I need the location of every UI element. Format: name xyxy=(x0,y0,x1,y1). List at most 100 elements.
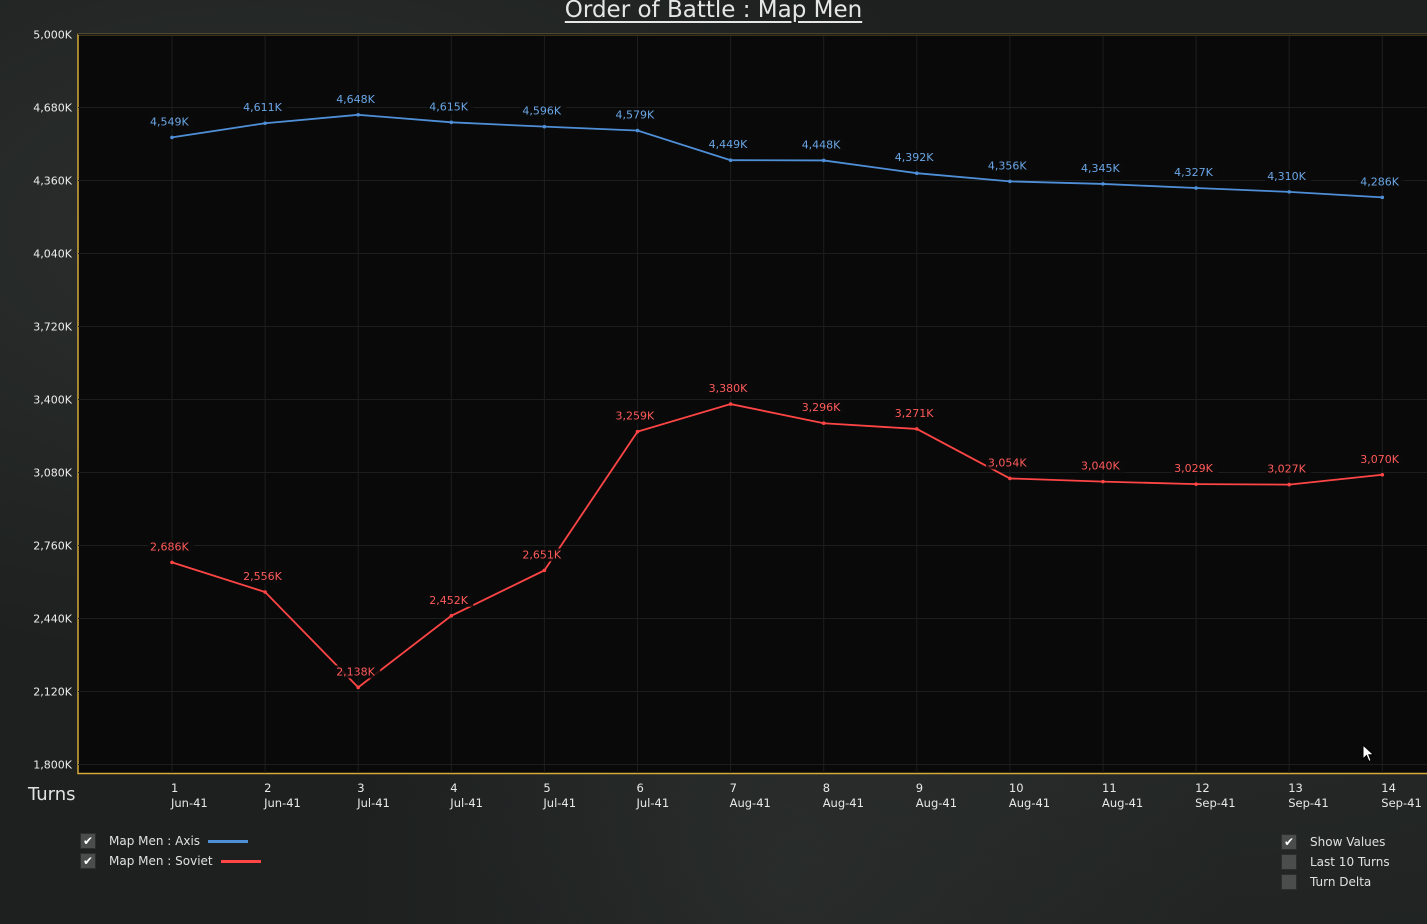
x-tick-date: Aug-41 xyxy=(1102,796,1143,810)
option-show-values[interactable]: ✔ Show Values xyxy=(1281,832,1385,852)
data-label: 4,448K xyxy=(802,138,841,151)
y-tick-label: 3,080K xyxy=(33,467,72,480)
data-point xyxy=(821,158,826,163)
x-tick-date: Aug-41 xyxy=(823,796,864,810)
data-labels: 4,549K 4,611K 4,648K 4,615K 4,596K 4,579K 4,44… xyxy=(148,92,1405,679)
data-label: 4,356K xyxy=(988,159,1027,172)
data-point xyxy=(1380,472,1385,477)
data-point xyxy=(170,135,174,140)
data-label-bg xyxy=(613,409,660,423)
data-label: 4,648K xyxy=(336,93,375,106)
option-last-10-turns[interactable]: Last 10 Turns xyxy=(1281,852,1390,872)
data-label-bg xyxy=(241,101,288,115)
x-tick-turn: 12 xyxy=(1195,781,1210,795)
data-label: 2,452K xyxy=(429,594,468,607)
data-label-bg xyxy=(706,138,753,152)
data-point xyxy=(542,568,547,573)
legend-item-soviet[interactable]: ✔ Map Men : Soviet xyxy=(80,851,261,871)
x-tick-turn: 8 xyxy=(823,781,830,795)
y-tick-label: 2,120K xyxy=(33,686,72,699)
data-label: 2,651K xyxy=(522,548,561,561)
x-tick-date: Aug-41 xyxy=(730,796,771,810)
x-tick-turn: 7 xyxy=(730,781,737,795)
last-10-turns-checkbox[interactable] xyxy=(1281,854,1297,870)
x-tick-date: Aug-41 xyxy=(1009,796,1050,810)
data-label-bg xyxy=(706,382,753,396)
data-point xyxy=(1101,182,1105,186)
data-label: 4,449K xyxy=(709,138,748,151)
data-point xyxy=(356,113,361,117)
data-point xyxy=(542,124,547,129)
legend-soviet-label: Map Men : Soviet xyxy=(109,854,213,868)
data-point xyxy=(915,171,919,175)
data-label-bg xyxy=(1172,462,1219,476)
data-label: 4,596K xyxy=(522,105,561,118)
x-tick-date: Jul-41 xyxy=(542,796,576,810)
option-turn-delta[interactable]: Turn Delta xyxy=(1281,872,1371,892)
data-point xyxy=(263,590,267,594)
turn-delta-checkbox[interactable] xyxy=(1281,874,1297,890)
check-icon: ✔ xyxy=(1283,835,1295,849)
data-point xyxy=(915,427,919,431)
x-tick-date: Aug-41 xyxy=(916,796,957,810)
legend-soviet-swatch xyxy=(220,859,261,863)
data-label-bg xyxy=(892,151,939,165)
data-label: 4,392K xyxy=(895,151,934,164)
data-point xyxy=(1008,476,1012,481)
check-icon: ✔ xyxy=(82,854,94,868)
x-tick-turn: 13 xyxy=(1288,781,1303,795)
data-label-bg xyxy=(334,665,381,679)
y-tick-label: 4,040K xyxy=(33,248,72,261)
data-label-bg xyxy=(985,456,1032,470)
x-tick-turn: 4 xyxy=(450,781,457,795)
x-tick-turn: 3 xyxy=(357,781,364,795)
data-label: 3,380K xyxy=(709,382,748,395)
data-label-bg xyxy=(1079,161,1125,175)
legend-soviet-checkbox[interactable]: ✔ xyxy=(80,853,96,869)
x-tick-turn: 10 xyxy=(1009,781,1024,795)
data-label: 4,549K xyxy=(150,115,189,128)
chart-title: Order of Battle : Map Men xyxy=(564,0,863,23)
data-point xyxy=(635,429,640,434)
data-label-bg xyxy=(1265,462,1312,476)
x-tick-date: Jun-41 xyxy=(263,796,301,810)
turn-delta-label: Turn Delta xyxy=(1310,875,1372,889)
data-point xyxy=(449,120,454,125)
y-tick-label: 4,680K xyxy=(33,102,72,115)
data-label: 3,054K xyxy=(988,456,1027,469)
legend-axis-checkbox[interactable]: ✔ xyxy=(80,833,96,849)
data-label-bg xyxy=(1358,175,1405,189)
data-point xyxy=(263,121,267,126)
data-label-bg xyxy=(148,540,194,554)
data-label-bg xyxy=(334,92,381,106)
x-tick-date: Sep-41 xyxy=(1195,796,1235,810)
data-label: 3,271K xyxy=(895,407,934,420)
data-point xyxy=(1287,482,1291,487)
data-label-bg xyxy=(799,138,846,152)
y-tick-label: 3,720K xyxy=(33,321,72,334)
check-icon: ✔ xyxy=(82,834,94,848)
x-tick-turn: 11 xyxy=(1102,781,1117,795)
show-values-checkbox[interactable]: ✔ xyxy=(1281,834,1297,850)
data-point xyxy=(1380,195,1385,200)
data-label-bg xyxy=(427,100,474,114)
data-label-bg xyxy=(892,406,939,420)
y-tick-label: 3,400K xyxy=(33,394,72,407)
data-point xyxy=(1287,190,1291,194)
data-label: 4,579K xyxy=(616,109,655,122)
data-label: 2,138K xyxy=(336,665,375,678)
data-point xyxy=(1101,479,1105,484)
data-label-bg xyxy=(1079,459,1125,473)
last-10-turns-label: Last 10 Turns xyxy=(1310,855,1390,869)
data-label: 3,296K xyxy=(802,401,841,414)
x-tick-turn: 6 xyxy=(637,781,644,795)
legend-axis-swatch xyxy=(208,839,249,843)
x-tick-turn: 14 xyxy=(1381,781,1396,795)
data-label-bg xyxy=(985,159,1032,173)
y-tick-label: 4,360K xyxy=(33,175,72,188)
legend-item-axis[interactable]: ✔ Map Men : Axis xyxy=(80,831,249,851)
data-label-bg xyxy=(241,570,288,584)
y-axis-ticks: 5,000K 4,680K 4,360K 4,040K 3,720K 3,400K 3,08… xyxy=(33,29,72,772)
x-tick-date: Jul-41 xyxy=(636,796,670,810)
